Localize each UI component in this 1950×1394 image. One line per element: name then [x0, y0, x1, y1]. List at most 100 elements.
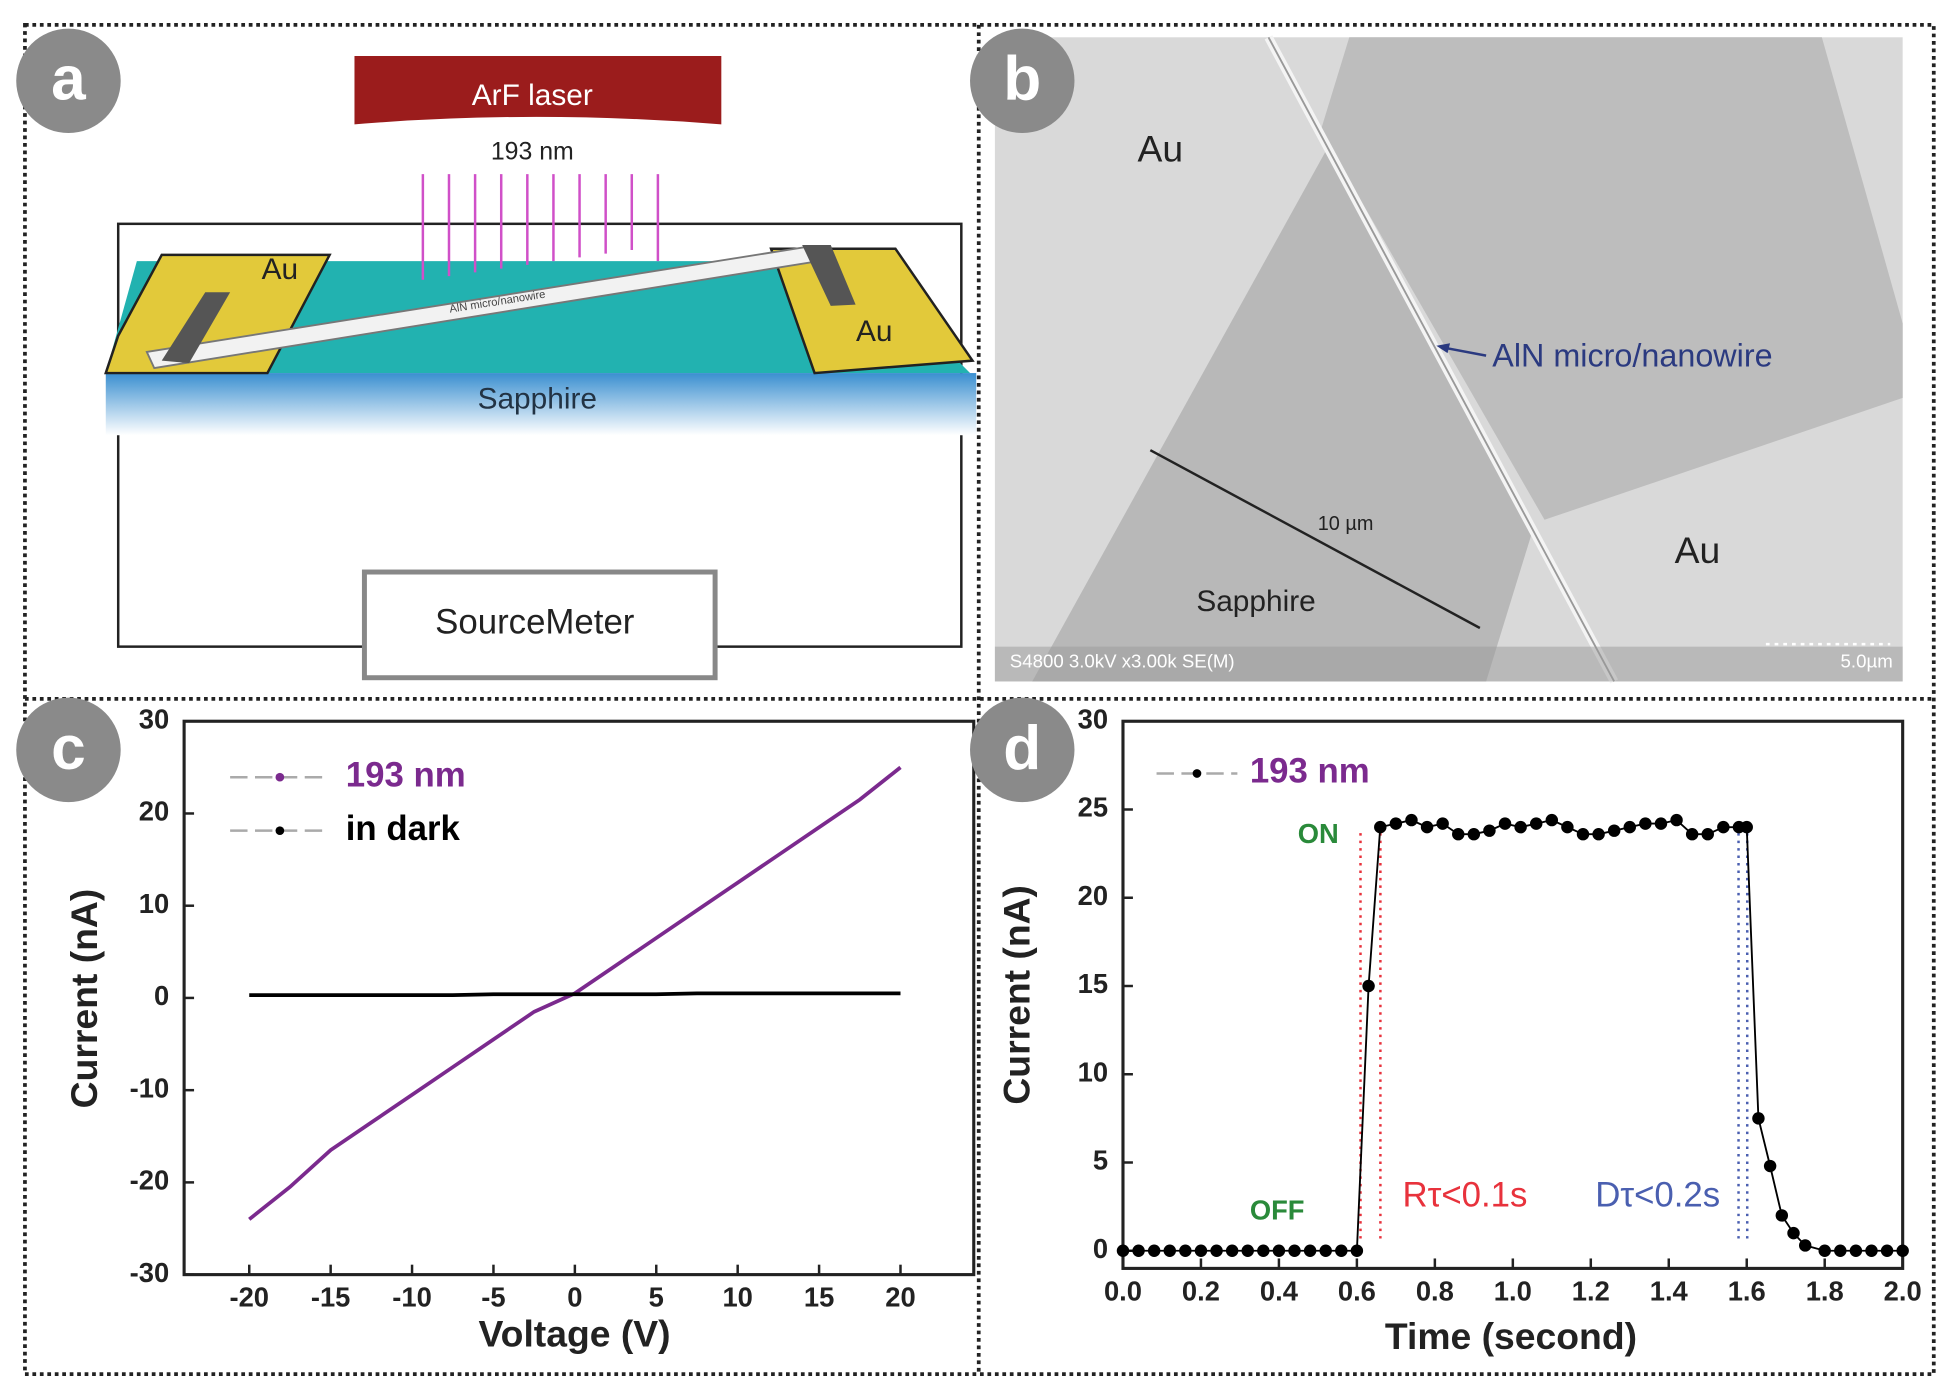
x-tick-label: -20 — [229, 1282, 269, 1313]
x-axis-label: Voltage (V) — [479, 1313, 671, 1355]
y-tick-label: 30 — [1078, 703, 1108, 734]
x-tick-label: 2.0 — [1884, 1275, 1922, 1306]
legend-swatch — [275, 772, 285, 782]
data-line — [249, 991, 901, 998]
data-point — [1880, 1244, 1894, 1257]
data-point — [1362, 979, 1375, 993]
y-axis-label: Current (nA) — [996, 885, 1038, 1105]
data-point — [1420, 820, 1434, 834]
data-point — [1787, 1226, 1800, 1240]
data-point — [1896, 1244, 1909, 1257]
y-tick-label: 10 — [139, 888, 169, 919]
data-point — [1639, 817, 1652, 830]
y-tick-label: 30 — [139, 703, 169, 734]
charts: -20 -15 -10 -5 0 5 10 15 20 -30 -20 -10 0 10 20 30 Volta… — [63, 703, 1922, 1357]
data-point — [1834, 1244, 1847, 1257]
electrode-label: Au — [1137, 128, 1183, 170]
data-point — [1350, 1244, 1364, 1257]
legend-label: in dark — [346, 809, 461, 848]
laser-aperture — [410, 124, 666, 147]
panel-badge — [970, 697, 1075, 803]
data-point — [1147, 1244, 1161, 1257]
sourcemeter-box — [361, 569, 718, 681]
panel-label: d — [1003, 714, 1041, 783]
data-point — [1576, 827, 1590, 841]
data-point — [1194, 1244, 1208, 1257]
data-point — [1405, 813, 1418, 827]
substrate-label: Sapphire — [478, 382, 597, 415]
data-point — [1849, 1244, 1863, 1257]
data-point — [1654, 817, 1668, 830]
x-tick-label: 1.2 — [1572, 1275, 1610, 1306]
data-point — [1865, 1244, 1878, 1257]
contact — [161, 292, 231, 364]
data-point — [1132, 1244, 1145, 1257]
sem-substrate — [1032, 146, 1533, 682]
data-point — [1452, 827, 1465, 841]
sem-footer-bar — [994, 646, 1903, 682]
data-point — [1685, 827, 1699, 841]
panel-badge — [970, 28, 1075, 134]
frame — [23, 23, 1936, 1376]
data-point — [1179, 1244, 1192, 1257]
scale-bar-label: 5.0µm — [1841, 651, 1893, 672]
x-tick-label: 5 — [649, 1282, 664, 1313]
data-point — [1225, 1244, 1239, 1257]
laser-beam — [421, 174, 660, 280]
data-point — [1483, 824, 1496, 837]
y-axis-label: Current (nA) — [63, 889, 105, 1109]
legend-swatch — [1192, 769, 1202, 778]
data-point — [1210, 1244, 1223, 1257]
legend-label: 193 nm — [346, 755, 466, 794]
legend-label: 193 nm — [1250, 752, 1370, 791]
data-point — [1592, 827, 1605, 841]
width-arrow — [1149, 449, 1481, 630]
annotation: Dτ<0.2s — [1595, 1176, 1720, 1215]
x-tick-label: 20 — [885, 1282, 915, 1313]
sem-wire — [1267, 36, 1615, 682]
data-point — [1545, 813, 1559, 827]
x-tick-label: 1.4 — [1650, 1275, 1689, 1306]
panel-badge — [16, 697, 121, 803]
data-point — [1763, 1159, 1777, 1173]
x-tick-label: 0 — [567, 1282, 582, 1313]
y-tick-label: 0 — [1093, 1233, 1108, 1264]
data-point — [1303, 1244, 1317, 1257]
x-tick-label: -15 — [311, 1282, 351, 1313]
data-point — [1775, 1209, 1789, 1222]
y-tick-label: 15 — [1078, 968, 1108, 999]
substrate-label: Sapphire — [1196, 585, 1315, 618]
substrate-side — [105, 373, 977, 436]
data-point — [1752, 1112, 1765, 1125]
instrument-label: SourceMeter — [435, 602, 635, 641]
wire-label: AlN micro/nanowire — [1492, 338, 1772, 374]
electrode-label: Au — [262, 253, 298, 286]
x-tick-label: 1.8 — [1806, 1275, 1844, 1306]
annotation: Rτ<0.1s — [1402, 1176, 1527, 1215]
data-point — [1116, 1244, 1130, 1257]
x-tick-label: 0.0 — [1104, 1275, 1142, 1306]
data-point — [1670, 813, 1683, 827]
x-tick-label: 15 — [804, 1282, 834, 1313]
y-tick-label: 20 — [139, 796, 169, 827]
y-tick-label: 20 — [1078, 880, 1108, 911]
annotation: ON — [1298, 818, 1339, 849]
y-tick-label: 10 — [1078, 1056, 1108, 1087]
wavelength-label: 193 nm — [491, 138, 574, 166]
data-point — [1257, 1244, 1270, 1257]
data-point — [1389, 817, 1403, 830]
data-point — [1319, 1244, 1332, 1257]
panel-label: a — [51, 45, 86, 114]
panel-label: b — [1003, 45, 1041, 114]
laser — [354, 55, 722, 125]
schematic: SourceMeter Au Au Sapphire AlN micro/nan… — [104, 55, 977, 681]
micrograph: Au Au Sapphire AlN micro/nanowire 10 µm … — [994, 35, 1903, 684]
y-tick-label: -10 — [130, 1072, 170, 1103]
panel-labels: a b c d — [16, 28, 1075, 803]
data-point — [1607, 824, 1621, 837]
y-tick-label: -30 — [130, 1257, 170, 1288]
x-tick-label: 1.6 — [1728, 1275, 1766, 1306]
data-point — [1272, 1244, 1286, 1257]
y-tick-label: 5 — [1093, 1145, 1108, 1176]
